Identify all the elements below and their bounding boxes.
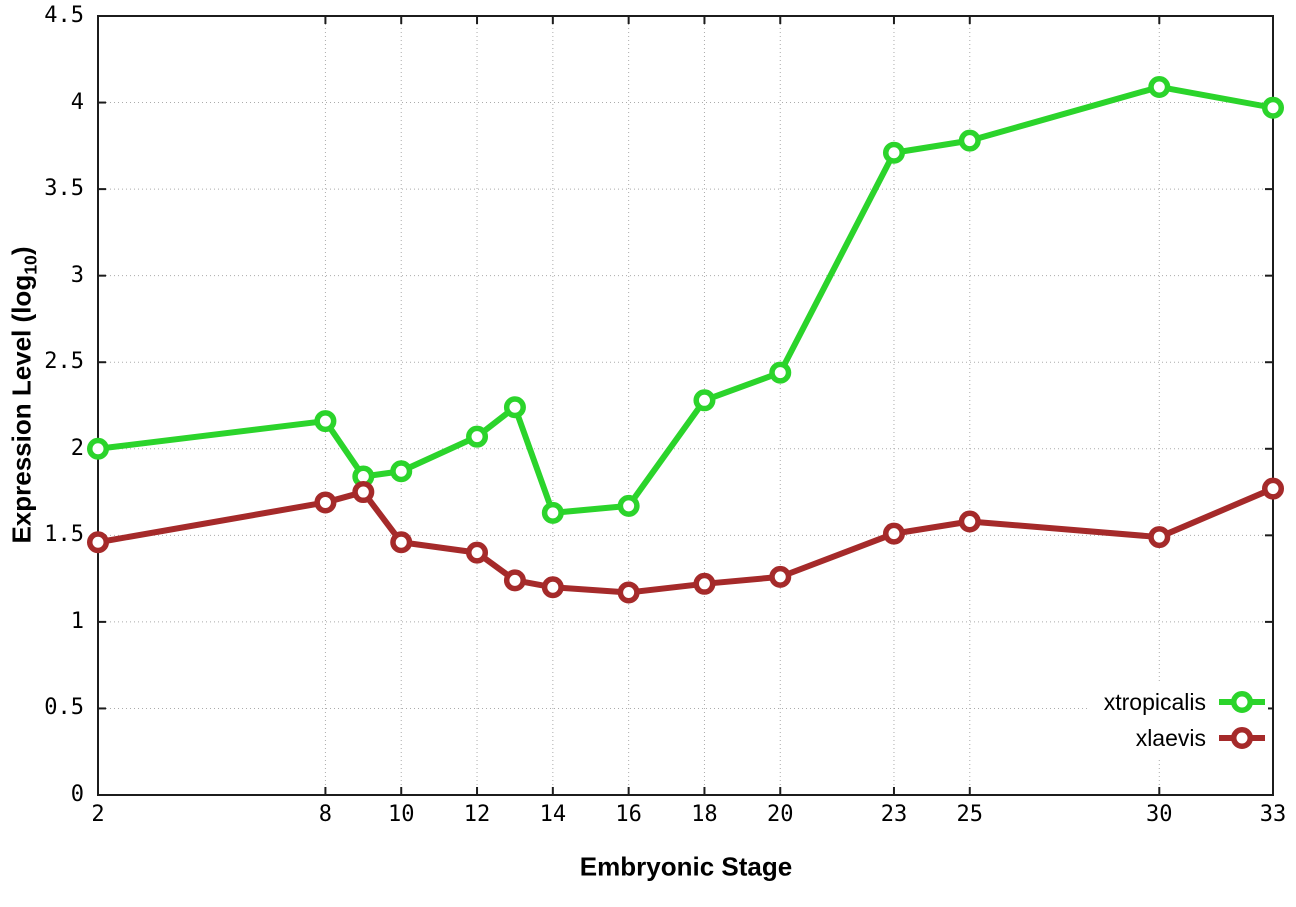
- marker-xtropicalis-25: [958, 129, 981, 152]
- marker-xlaevis-14: [541, 576, 564, 599]
- marker-xtropicalis-18: [693, 389, 716, 412]
- marker-xlaevis-18: [693, 572, 716, 595]
- legend-marker-xtropicalis-icon: [1219, 691, 1265, 713]
- y-tick-label-0.5: 0.5: [44, 695, 84, 721]
- legend-label-xlaevis: xlaevis: [1135, 724, 1206, 751]
- x-tick-label-33: 33: [1259, 802, 1287, 827]
- series-line-xlaevis: [95, 485, 1276, 596]
- marker-xlaevis-30: [1148, 526, 1171, 549]
- y-tick-label-0: 0: [70, 782, 84, 807]
- marker-xlaevis-8: [314, 491, 337, 514]
- x-tick-label-25: 25: [956, 802, 984, 827]
- y-tick-label-1.5: 1.5: [44, 522, 84, 548]
- x-tick-label-20: 20: [767, 802, 794, 827]
- y-title-text: Expression Level (log: [6, 274, 37, 544]
- y-tick-label-2: 2: [70, 435, 84, 461]
- marker-xlaevis-9: [352, 481, 375, 504]
- x-tick-label-2: 2: [91, 802, 105, 827]
- marker-xtropicalis-14: [541, 501, 564, 524]
- marker-xlaevis-2: [87, 531, 109, 554]
- x-tick-label-14: 14: [539, 802, 567, 827]
- x-tick-label-18: 18: [691, 802, 718, 827]
- y-title-subscript: 10: [20, 255, 41, 275]
- marker-xlaevis-23: [882, 522, 905, 545]
- y-title-close-paren: ): [6, 246, 37, 256]
- x-tick-label-23: 23: [880, 802, 908, 827]
- y-tick-label-3: 3: [70, 262, 84, 288]
- legend-item-xtropicalis: xtropicalis: [1104, 684, 1268, 720]
- x-tick-label-8: 8: [318, 802, 333, 827]
- marker-xlaevis-20: [769, 565, 792, 588]
- y-tick-label-4.5: 4.5: [44, 3, 84, 28]
- y-tick-label-1: 1: [70, 608, 84, 634]
- marker-xlaevis-10: [390, 531, 413, 554]
- plot-border: [97, 15, 1274, 796]
- marker-xtropicalis-33: [1262, 96, 1284, 119]
- y-tick-label-3.5: 3.5: [44, 176, 84, 202]
- marker-xtropicalis-13: [503, 396, 526, 419]
- marker-xtropicalis-2: [87, 437, 109, 460]
- marker-xlaevis-25: [958, 510, 981, 533]
- legend-item-xlaevis: xlaevis: [1104, 720, 1268, 756]
- marker-xlaevis-12: [466, 541, 489, 564]
- legend-label-xtropicalis: xtropicalis: [1103, 688, 1206, 715]
- y-axis-title: Expression Level (log10): [6, 246, 41, 543]
- marker-xtropicalis-23: [882, 141, 905, 164]
- x-axis-title: Embryonic Stage: [579, 851, 793, 882]
- marker-xlaevis-33: [1262, 477, 1284, 500]
- y-tick-label-4: 4: [70, 89, 84, 115]
- marker-xtropicalis-30: [1148, 75, 1171, 98]
- marker-xtropicalis-12: [466, 425, 489, 448]
- x-tick-label-10: 10: [387, 802, 415, 827]
- x-tick-label-30: 30: [1146, 802, 1173, 827]
- legend-marker-xlaevis-icon: [1219, 727, 1265, 749]
- marker-xtropicalis-10: [390, 460, 413, 483]
- marker-xtropicalis-8: [314, 410, 337, 433]
- marker-xlaevis-13: [503, 569, 526, 592]
- legend: xtropicalis xlaevis: [1089, 682, 1268, 758]
- marker-xlaevis-16: [617, 581, 640, 604]
- x-tick-label-16: 16: [615, 802, 642, 827]
- y-tick-label-2.5: 2.5: [44, 349, 84, 375]
- marker-xtropicalis-16: [617, 494, 640, 517]
- x-tick-label-12: 12: [463, 802, 491, 827]
- marker-xtropicalis-20: [769, 361, 792, 384]
